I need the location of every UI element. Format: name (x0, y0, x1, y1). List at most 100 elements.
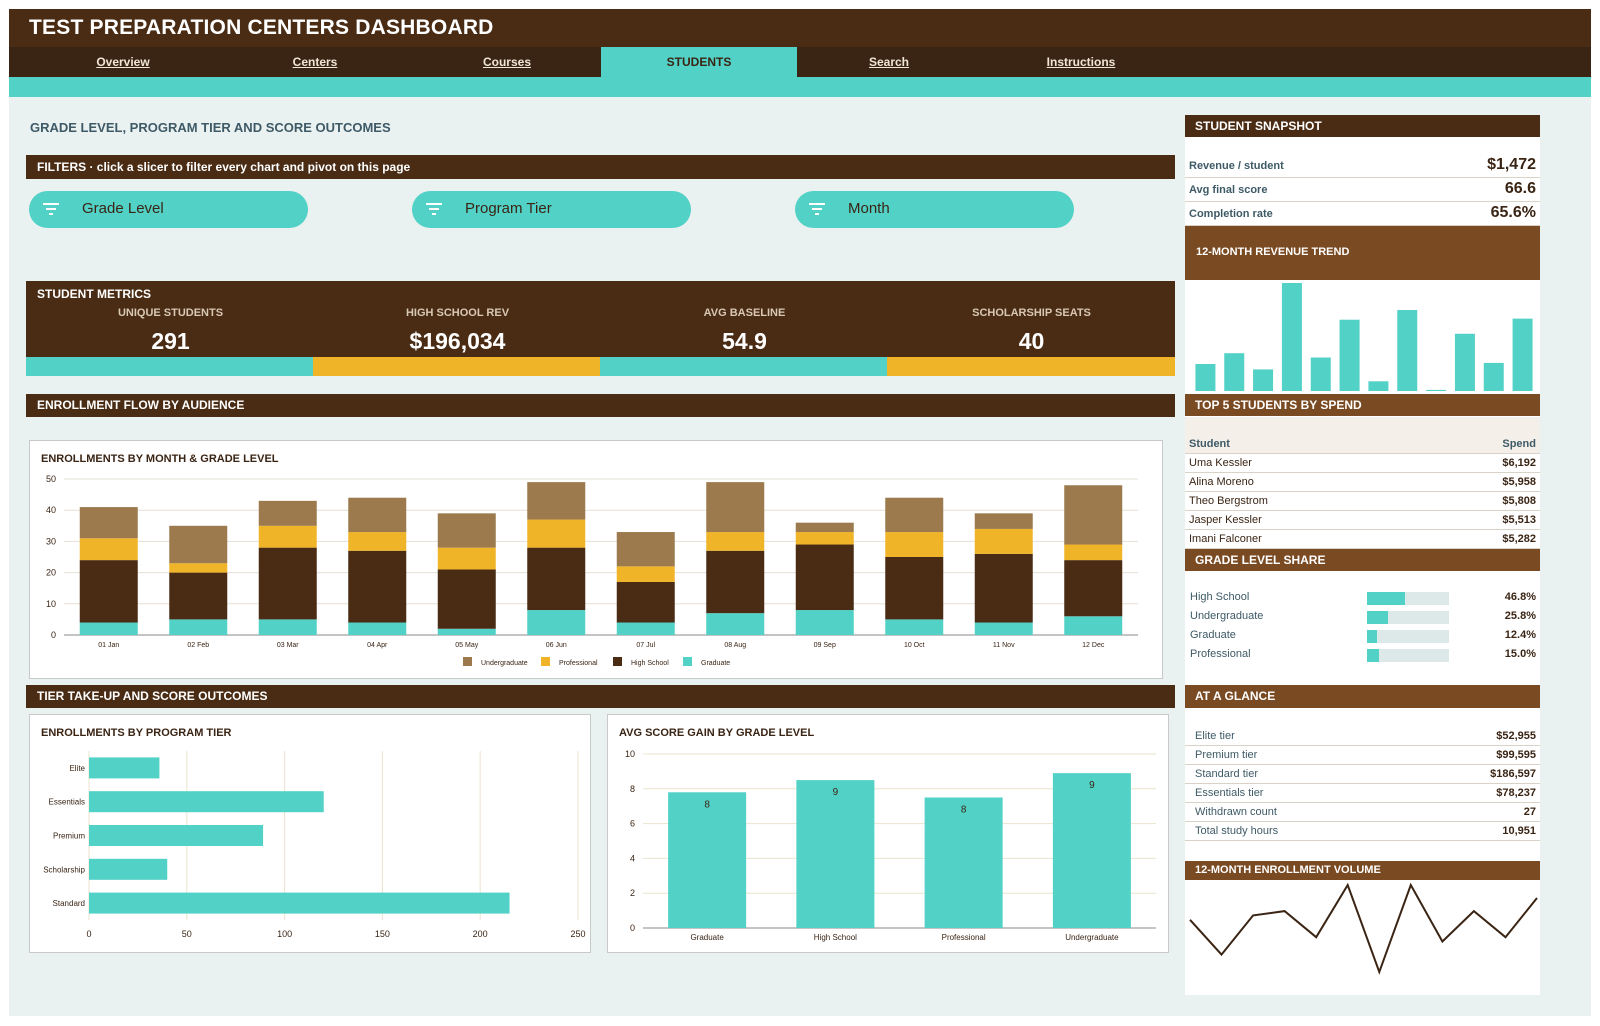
legend-swatch (683, 657, 692, 666)
snapshot-value: $1,472 (1487, 156, 1536, 173)
bar (89, 791, 324, 813)
grade-label: High School (1190, 591, 1250, 603)
glance-label: Premium tier (1195, 749, 1258, 761)
bar (1281, 283, 1302, 391)
tab-overview[interactable]: Overview (96, 55, 150, 69)
bar-segment (79, 622, 138, 635)
top-students-spacer (1185, 417, 1540, 435)
y-tick-label: 8 (630, 784, 635, 794)
tab-instructions[interactable]: Instructions (1046, 55, 1116, 69)
y-tick-label: 10 (46, 599, 56, 609)
kpi-label: UNIQUE STUDENTS (117, 307, 224, 319)
snapshot-label: Avg final score (1189, 184, 1268, 196)
bar-segment (706, 613, 765, 635)
slicer-month[interactable]: Month (795, 191, 1074, 228)
slicer-label: Program Tier (465, 200, 552, 217)
glance-label: Total study hours (1195, 825, 1279, 837)
grade-value: 12.4% (1504, 629, 1536, 641)
kpi-stripe (313, 357, 600, 376)
glance-label: Withdrawn count (1195, 806, 1277, 818)
y-tick-label: Scholarship (43, 865, 85, 874)
kpi-unique-students: UNIQUE STUDENTS 291 (26, 307, 315, 355)
snapshot-row: Avg final score 66.6 (1185, 178, 1540, 202)
slicer-label: Month (848, 200, 890, 217)
tab-courses[interactable]: Courses (482, 55, 532, 69)
tab-centers[interactable]: Centers (292, 55, 338, 69)
x-tick-label: 03 Mar (277, 642, 299, 649)
student-spend: $5,808 (1502, 495, 1536, 507)
bar-segment (885, 619, 944, 635)
data-label: 9 (833, 787, 839, 798)
tab-search[interactable]: Search (868, 55, 910, 69)
y-tick-label: 40 (46, 505, 56, 515)
bar (1368, 381, 1389, 391)
x-tick-label: High School (814, 933, 857, 942)
grade-share-row: Graduate 12.4% (1185, 626, 1540, 645)
bar-segment (706, 532, 765, 551)
bar-segment (437, 513, 496, 548)
glance-row: Essentials tier $78,237 (1185, 784, 1540, 803)
y-tick-label: 20 (46, 568, 56, 578)
col-student: Student (1189, 438, 1230, 450)
legend-swatch (541, 657, 550, 666)
glance-value: $78,237 (1496, 787, 1536, 799)
x-tick-label: 100 (277, 929, 292, 939)
enrollments-month-chart: 0 10 20 30 40 50 01 Jan 02 Feb 03 Mar 04 Apr 05 Ma… (46, 474, 1138, 667)
kpi-label: HIGH SCHOOL REV (405, 307, 510, 319)
glance-label: Elite tier (1195, 730, 1235, 742)
filters-hint: click a slicer to filter every chart and… (96, 160, 411, 174)
snapshot-label: Revenue / student (1189, 160, 1284, 172)
bar (1224, 353, 1245, 391)
program-tier-card: ENROLLMENTS BY PROGRAM TIER 0 50 100 150 200… (29, 714, 591, 953)
bar-segment (169, 619, 228, 635)
title-bar: TEST PREPARATION CENTERS DASHBOARD (9, 9, 1591, 47)
bar (1512, 318, 1533, 391)
bar-segment (258, 500, 317, 526)
slicer-grade-level[interactable]: Grade Level (29, 191, 308, 228)
glance-value: 10,951 (1502, 825, 1536, 837)
table-row: Imani Falconer $5,282 (1185, 530, 1540, 549)
bar-segment (169, 525, 228, 564)
y-tick-label: 6 (630, 819, 635, 829)
glance-row: Standard tier $186,597 (1185, 765, 1540, 784)
x-tick-label: Professional (942, 933, 986, 942)
y-tick-label: 2 (630, 888, 635, 898)
enrollment-volume-chart (1189, 882, 1538, 975)
grade-share-row: High School 46.8% (1185, 588, 1540, 607)
y-tick-label: 0 (51, 630, 56, 640)
snapshot-row: Completion rate 65.6% (1185, 202, 1540, 226)
y-tick-label: 4 (630, 853, 635, 863)
x-tick-label: 11 Nov (993, 642, 1015, 649)
table-row: Jasper Kessler $5,513 (1185, 511, 1540, 530)
filter-icon (43, 203, 59, 215)
student-spend: $5,282 (1502, 533, 1536, 545)
score-gain-chart: 0 2 4 6 8 10 8 Graduate 9 High School 8 Professiona… (625, 749, 1156, 942)
bar-segment (974, 513, 1033, 529)
x-tick-label: 06 Jun (546, 642, 567, 649)
metrics-title: STUDENT METRICS (37, 287, 151, 301)
bar (1339, 319, 1360, 391)
bar-segment (616, 581, 675, 623)
tab-students[interactable]: STUDENTS (601, 47, 797, 77)
section-enrollment-flow: ENROLLMENT FLOW BY AUDIENCE (26, 394, 1175, 417)
section-tier-outcomes: TIER TAKE-UP AND SCORE OUTCOMES (26, 685, 1175, 708)
chart-title: ENROLLMENTS BY PROGRAM TIER (41, 727, 232, 739)
snapshot-header: STUDENT SNAPSHOT (1185, 115, 1540, 137)
student-name: Jasper Kessler (1189, 514, 1262, 526)
enrollment-volume-header: 12-MONTH ENROLLMENT VOLUME (1185, 861, 1540, 880)
chart-title: AVG SCORE GAIN BY GRADE LEVEL (619, 727, 815, 739)
data-label: 8 (961, 805, 967, 816)
slicer-program-tier[interactable]: Program Tier (412, 191, 691, 228)
bar-segment (79, 507, 138, 539)
y-tick-label: Standard (53, 899, 85, 908)
bar-segment (706, 550, 765, 614)
x-tick-label: 09 Sep (814, 642, 836, 649)
filters-separator: · (89, 160, 97, 174)
y-tick-label: Elite (69, 764, 85, 773)
y-tick-label: 10 (625, 749, 635, 759)
bar-segment (79, 538, 138, 561)
share-bar-fill (1367, 592, 1406, 605)
bar-segment (437, 547, 496, 570)
bar (89, 858, 168, 880)
bar-segment (527, 610, 586, 635)
